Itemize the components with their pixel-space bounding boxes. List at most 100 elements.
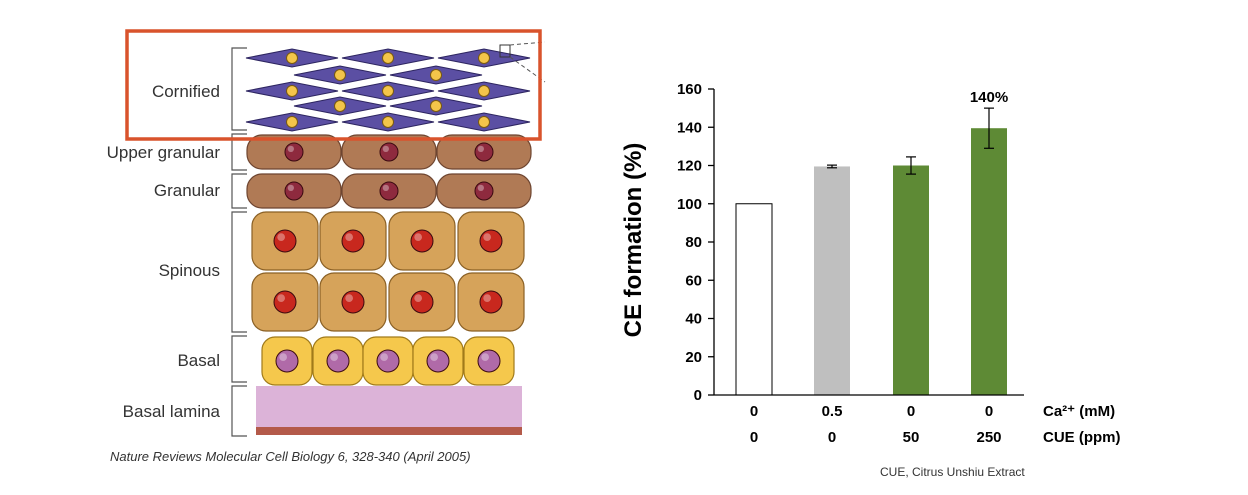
- nucleus-highlight: [380, 353, 388, 361]
- y-tick-label: 80: [685, 234, 702, 251]
- row-label-ca: Ca²⁺ (mM): [1043, 403, 1115, 420]
- basal-layer: [261, 336, 515, 386]
- spinous-layer: [251, 211, 525, 332]
- bars: [735, 128, 1007, 396]
- y-tick-label: 0: [694, 387, 702, 404]
- nucleus: [474, 181, 494, 201]
- x-label-ca: 0: [750, 403, 758, 420]
- zoom-box: [499, 44, 511, 58]
- upper-granular-layer: [246, 134, 532, 170]
- cornified-nucleus: [382, 52, 394, 64]
- cornified-nucleus: [286, 116, 298, 128]
- cornified-nucleus: [478, 85, 490, 97]
- nucleus: [410, 229, 434, 253]
- cornified-nucleus: [478, 116, 490, 128]
- x-label-ca: 0: [907, 403, 915, 420]
- cornified-nucleus: [430, 100, 442, 112]
- x-label-cue: 250: [976, 429, 1001, 446]
- granular-layer: [246, 173, 532, 209]
- nucleus-highlight: [414, 233, 422, 241]
- label-basal: Basal: [177, 351, 220, 370]
- x-label-cue: 0: [750, 429, 758, 446]
- x-category-labels: 0 0 0.5 0 0 50 0 250: [750, 403, 1002, 446]
- bracket-upper-granular: [231, 133, 247, 171]
- nucleus: [341, 290, 365, 314]
- nucleus-highlight: [481, 353, 489, 361]
- nucleus: [284, 181, 304, 201]
- chart-footnote: CUE, Citrus Unshiu Extract: [880, 465, 1025, 479]
- nucleus: [479, 229, 503, 253]
- nucleus-highlight: [414, 294, 422, 302]
- nucleus: [477, 349, 501, 373]
- layer-brackets: [231, 47, 247, 437]
- label-upper-granular: Upper granular: [107, 143, 221, 162]
- label-spinous: Spinous: [159, 261, 220, 280]
- bracket-cornified: [231, 47, 247, 131]
- cornified-nucleus: [430, 69, 442, 81]
- nucleus: [284, 142, 304, 162]
- cornified-nucleus: [286, 52, 298, 64]
- nucleus: [426, 349, 450, 373]
- nucleus: [410, 290, 434, 314]
- label-cornified: Cornified: [152, 82, 220, 101]
- cornified-nucleus: [286, 85, 298, 97]
- nucleus: [376, 349, 400, 373]
- label-granular: Granular: [154, 181, 220, 200]
- x-label-cue: 0: [828, 429, 836, 446]
- cornified-nucleus: [478, 52, 490, 64]
- nucleus: [474, 142, 494, 162]
- x-label-ca: 0: [985, 403, 993, 420]
- y-tick-label: 20: [685, 349, 702, 366]
- nucleus-highlight: [382, 145, 389, 153]
- bracket-basal-lamina: [231, 385, 247, 437]
- cornified-layer: [245, 48, 531, 132]
- nucleus-highlight: [483, 233, 491, 241]
- nucleus-highlight: [330, 353, 338, 361]
- nucleus-highlight: [287, 184, 294, 192]
- cornified-nucleus: [382, 116, 394, 128]
- nucleus: [273, 290, 297, 314]
- epidermis-diagram: Cornified Upper granular Granular Spinou…: [107, 29, 546, 464]
- nucleus-highlight: [279, 353, 287, 361]
- bracket-spinous: [231, 211, 247, 333]
- nucleus-highlight: [382, 184, 389, 192]
- cornified-nucleus: [334, 100, 346, 112]
- bar: [893, 165, 929, 395]
- cornified-highlight-box: [125, 29, 542, 141]
- nucleus: [379, 181, 399, 201]
- nucleus-highlight: [277, 294, 285, 302]
- nucleus: [326, 349, 350, 373]
- bar-annotation: 140%: [970, 89, 1008, 106]
- y-tick-label: 40: [685, 311, 702, 328]
- nucleus: [341, 229, 365, 253]
- nucleus-highlight: [430, 353, 438, 361]
- row-label-cue: CUE (ppm): [1043, 429, 1121, 446]
- y-tick-label: 120: [677, 158, 702, 175]
- cornified-nucleus: [334, 69, 346, 81]
- y-tick-label: 160: [677, 81, 702, 98]
- bracket-granular: [231, 173, 247, 209]
- y-tick-label: 100: [677, 196, 702, 213]
- ce-formation-chart: 0 20 40 60 80 100 120 140 160 0 0 0.5 0 0 50 0 250 CE f…: [620, 81, 1121, 479]
- nucleus: [379, 142, 399, 162]
- x-label-ca: 0.5: [822, 403, 843, 420]
- bar: [971, 128, 1007, 396]
- label-basal-lamina: Basal lamina: [123, 402, 221, 421]
- basal-lamina-band: [256, 386, 522, 432]
- cornified-nucleus: [382, 85, 394, 97]
- y-tick-label: 60: [685, 272, 702, 289]
- nucleus: [273, 229, 297, 253]
- y-tick-label: 140: [677, 119, 702, 136]
- nucleus: [479, 290, 503, 314]
- nucleus-highlight: [277, 233, 285, 241]
- bar: [735, 203, 773, 396]
- nucleus-highlight: [483, 294, 491, 302]
- nucleus-highlight: [345, 294, 353, 302]
- nucleus-highlight: [477, 184, 484, 192]
- y-axis-ticks: 0 20 40 60 80 100 120 140 160: [677, 81, 714, 404]
- error-bars: [827, 107, 994, 175]
- bracket-basal: [231, 335, 247, 383]
- nucleus-highlight: [477, 145, 484, 153]
- nucleus: [275, 349, 299, 373]
